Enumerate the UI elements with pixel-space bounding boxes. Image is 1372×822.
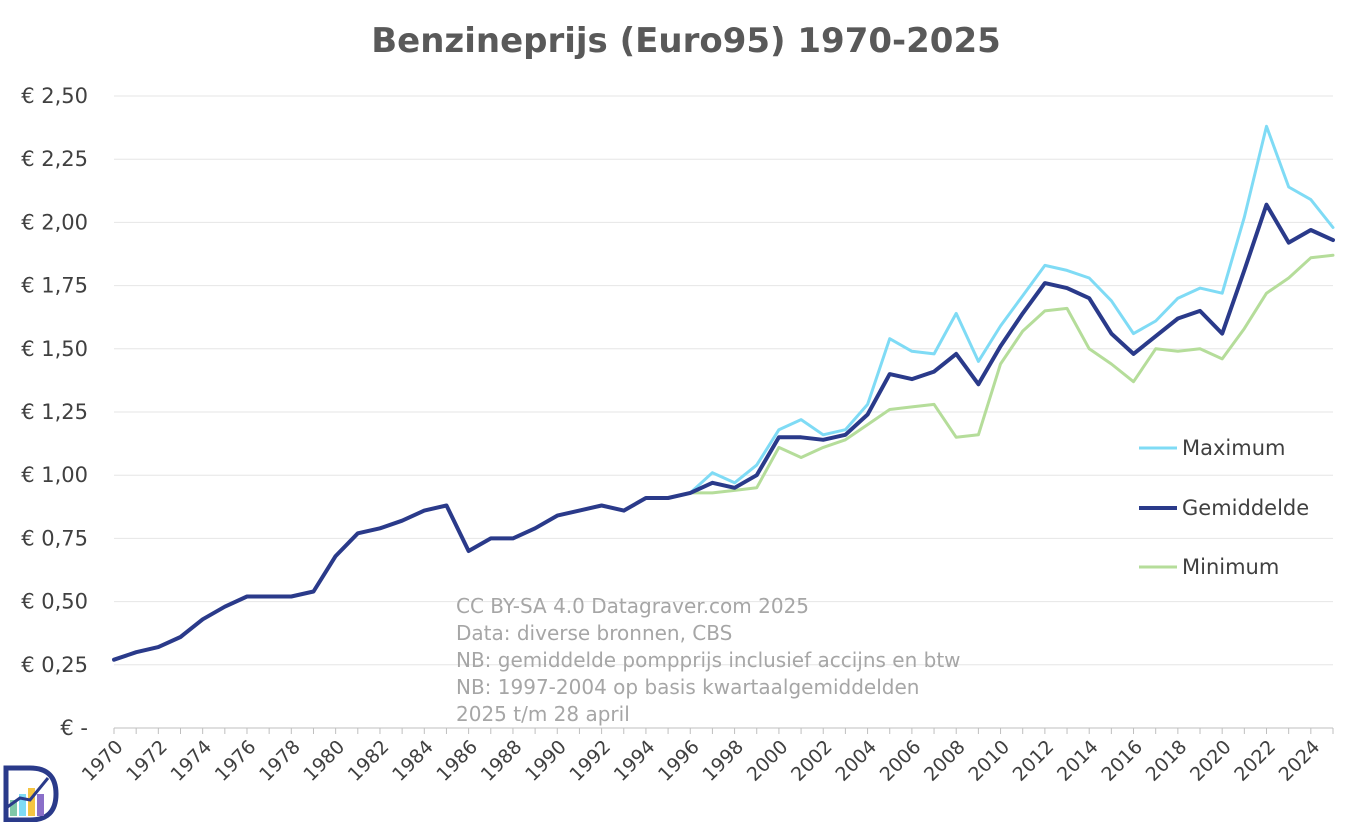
x-tick-label: 2012 bbox=[1009, 736, 1059, 786]
x-tick-label: 1994 bbox=[610, 736, 660, 786]
y-tick-label: € 1,50 bbox=[21, 337, 88, 361]
x-tick-label: 1978 bbox=[255, 736, 305, 786]
x-tick-label: 2002 bbox=[787, 736, 837, 786]
y-tick-label: € 1,00 bbox=[21, 463, 88, 487]
x-tick-label: 1988 bbox=[477, 736, 527, 786]
series-line-minimum bbox=[688, 253, 1335, 495]
y-tick-label: € 0,75 bbox=[21, 526, 88, 550]
x-tick-label: 1982 bbox=[344, 736, 394, 786]
x-tick-label: 2014 bbox=[1053, 736, 1103, 786]
x-tick-label: 1974 bbox=[166, 736, 216, 786]
y-tick-label: € - bbox=[60, 716, 88, 740]
series-line-maximum bbox=[688, 124, 1335, 495]
x-tick-label: 1990 bbox=[521, 736, 571, 786]
source-note: NB: gemiddelde pompprijs inclusief accij… bbox=[456, 648, 961, 672]
y-tick-label: € 0,25 bbox=[21, 653, 88, 677]
y-tick-label: € 2,00 bbox=[21, 210, 88, 234]
x-tick-label: 2000 bbox=[743, 736, 793, 786]
legend-label: Minimum bbox=[1182, 555, 1279, 579]
x-tick-label: 2004 bbox=[831, 736, 881, 786]
chart-title: Benzineprijs (Euro95) 1970-2025 bbox=[371, 21, 1001, 61]
x-tick-label: 2006 bbox=[876, 736, 926, 786]
y-tick-label: € 1,75 bbox=[21, 274, 88, 298]
y-tick-label: € 1,25 bbox=[21, 400, 88, 424]
x-tick-label: 1976 bbox=[211, 736, 261, 786]
x-tick-label: 1980 bbox=[299, 736, 349, 786]
legend-label: Gemiddelde bbox=[1182, 496, 1309, 520]
datagraver-logo bbox=[3, 765, 59, 822]
legend: Maximum Gemiddelde Minimum bbox=[1139, 436, 1309, 579]
x-tick-label: 2020 bbox=[1186, 736, 1236, 786]
x-tick-label: 2022 bbox=[1230, 736, 1280, 786]
x-tick-label: 2008 bbox=[920, 736, 970, 786]
series-line-gemiddelde bbox=[112, 202, 1335, 662]
x-tick-label: 2010 bbox=[964, 736, 1014, 786]
x-tick-label: 1986 bbox=[432, 736, 482, 786]
x-tick-label: 1984 bbox=[388, 736, 438, 786]
x-tick-label: 1998 bbox=[698, 736, 748, 786]
y-tick-label: € 2,25 bbox=[21, 147, 88, 171]
y-tick-label: € 0,50 bbox=[21, 590, 88, 614]
source-notes: CC BY-SA 4.0 Datagraver.com 2025 Data: di… bbox=[456, 594, 961, 726]
source-note: Data: diverse bronnen, CBS bbox=[456, 621, 732, 645]
x-tick-label: 2018 bbox=[1142, 736, 1192, 786]
x-tick-label: 1996 bbox=[654, 736, 704, 786]
source-note: CC BY-SA 4.0 Datagraver.com 2025 bbox=[456, 594, 809, 618]
y-tick-label: € 2,50 bbox=[21, 84, 88, 108]
source-note: NB: 1997-2004 op basis kwartaalgemiddeld… bbox=[456, 675, 919, 699]
x-tick-label: 2024 bbox=[1275, 736, 1325, 786]
legend-label: Maximum bbox=[1182, 436, 1285, 460]
source-note: 2025 t/m 28 april bbox=[456, 702, 630, 726]
series-lines bbox=[112, 124, 1335, 662]
x-tick-label: 1992 bbox=[565, 736, 615, 786]
x-tick-label: 2016 bbox=[1097, 736, 1147, 786]
x-tick-label: 1970 bbox=[78, 736, 128, 786]
x-tick-label: 1972 bbox=[122, 736, 172, 786]
grid bbox=[114, 95, 1333, 666]
